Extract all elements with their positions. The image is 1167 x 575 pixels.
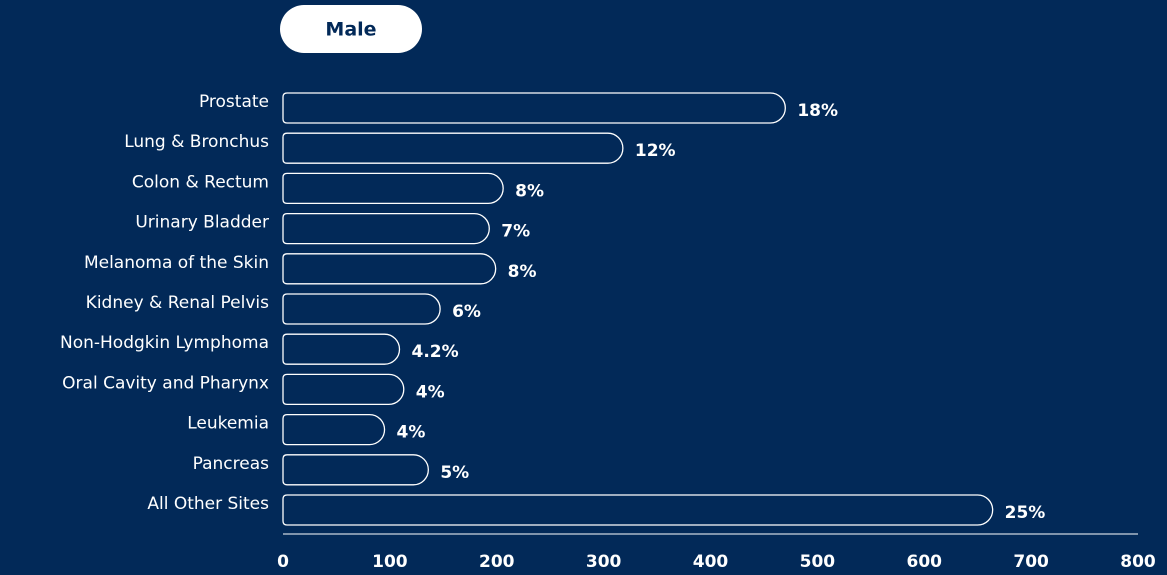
share-label: 6% bbox=[452, 302, 481, 322]
share-label: 8% bbox=[508, 262, 537, 282]
filter-button-bg[interactable] bbox=[280, 5, 422, 53]
x-tick-label: 800 bbox=[1120, 552, 1156, 572]
bar bbox=[282, 494, 994, 526]
x-tick-label: 400 bbox=[693, 552, 729, 572]
share-label: 4.2% bbox=[411, 342, 458, 362]
share-label: 5% bbox=[440, 463, 469, 483]
x-tick-label: 700 bbox=[1013, 552, 1049, 572]
bar bbox=[282, 172, 504, 205]
bar bbox=[282, 132, 624, 164]
bar bbox=[282, 253, 497, 285]
category-label: Oral Cavity and Pharynx bbox=[62, 373, 269, 393]
bar bbox=[282, 333, 401, 365]
x-tick-label: 600 bbox=[907, 552, 943, 572]
category-label: Urinary Bladder bbox=[135, 213, 269, 233]
bar bbox=[282, 413, 386, 446]
share-label: 4% bbox=[397, 423, 426, 443]
category-label: All Other Sites bbox=[147, 494, 269, 514]
category-label: Pancreas bbox=[193, 454, 270, 474]
share-label: 25% bbox=[1005, 503, 1046, 523]
x-tick-label: 0 bbox=[277, 552, 289, 572]
x-tick-label: 100 bbox=[372, 552, 408, 572]
bar bbox=[282, 92, 786, 124]
filter-button-label[interactable]: Male bbox=[325, 19, 376, 41]
filter-button[interactable]: Male bbox=[280, 5, 422, 53]
share-label: 12% bbox=[635, 141, 676, 161]
share-label: 4% bbox=[416, 382, 445, 402]
bar bbox=[282, 373, 405, 406]
category-label: Melanoma of the Skin bbox=[84, 253, 269, 273]
x-tick-label: 300 bbox=[586, 552, 622, 572]
share-label: 8% bbox=[515, 181, 544, 201]
category-label: Leukemia bbox=[187, 414, 269, 434]
x-tick-label: 500 bbox=[800, 552, 836, 572]
bar bbox=[282, 212, 490, 245]
category-label: Non-Hodgkin Lymphoma bbox=[60, 333, 269, 353]
category-label: Prostate bbox=[199, 92, 269, 112]
category-label: Kidney & Renal Pelvis bbox=[86, 293, 269, 313]
bar bbox=[282, 454, 429, 486]
bar bbox=[282, 293, 441, 325]
category-label: Lung & Bronchus bbox=[124, 132, 269, 152]
category-label: Colon & Rectum bbox=[132, 172, 269, 192]
x-tick-label: 200 bbox=[479, 552, 515, 572]
share-label: 18% bbox=[797, 101, 838, 121]
share-label: 7% bbox=[501, 222, 530, 242]
